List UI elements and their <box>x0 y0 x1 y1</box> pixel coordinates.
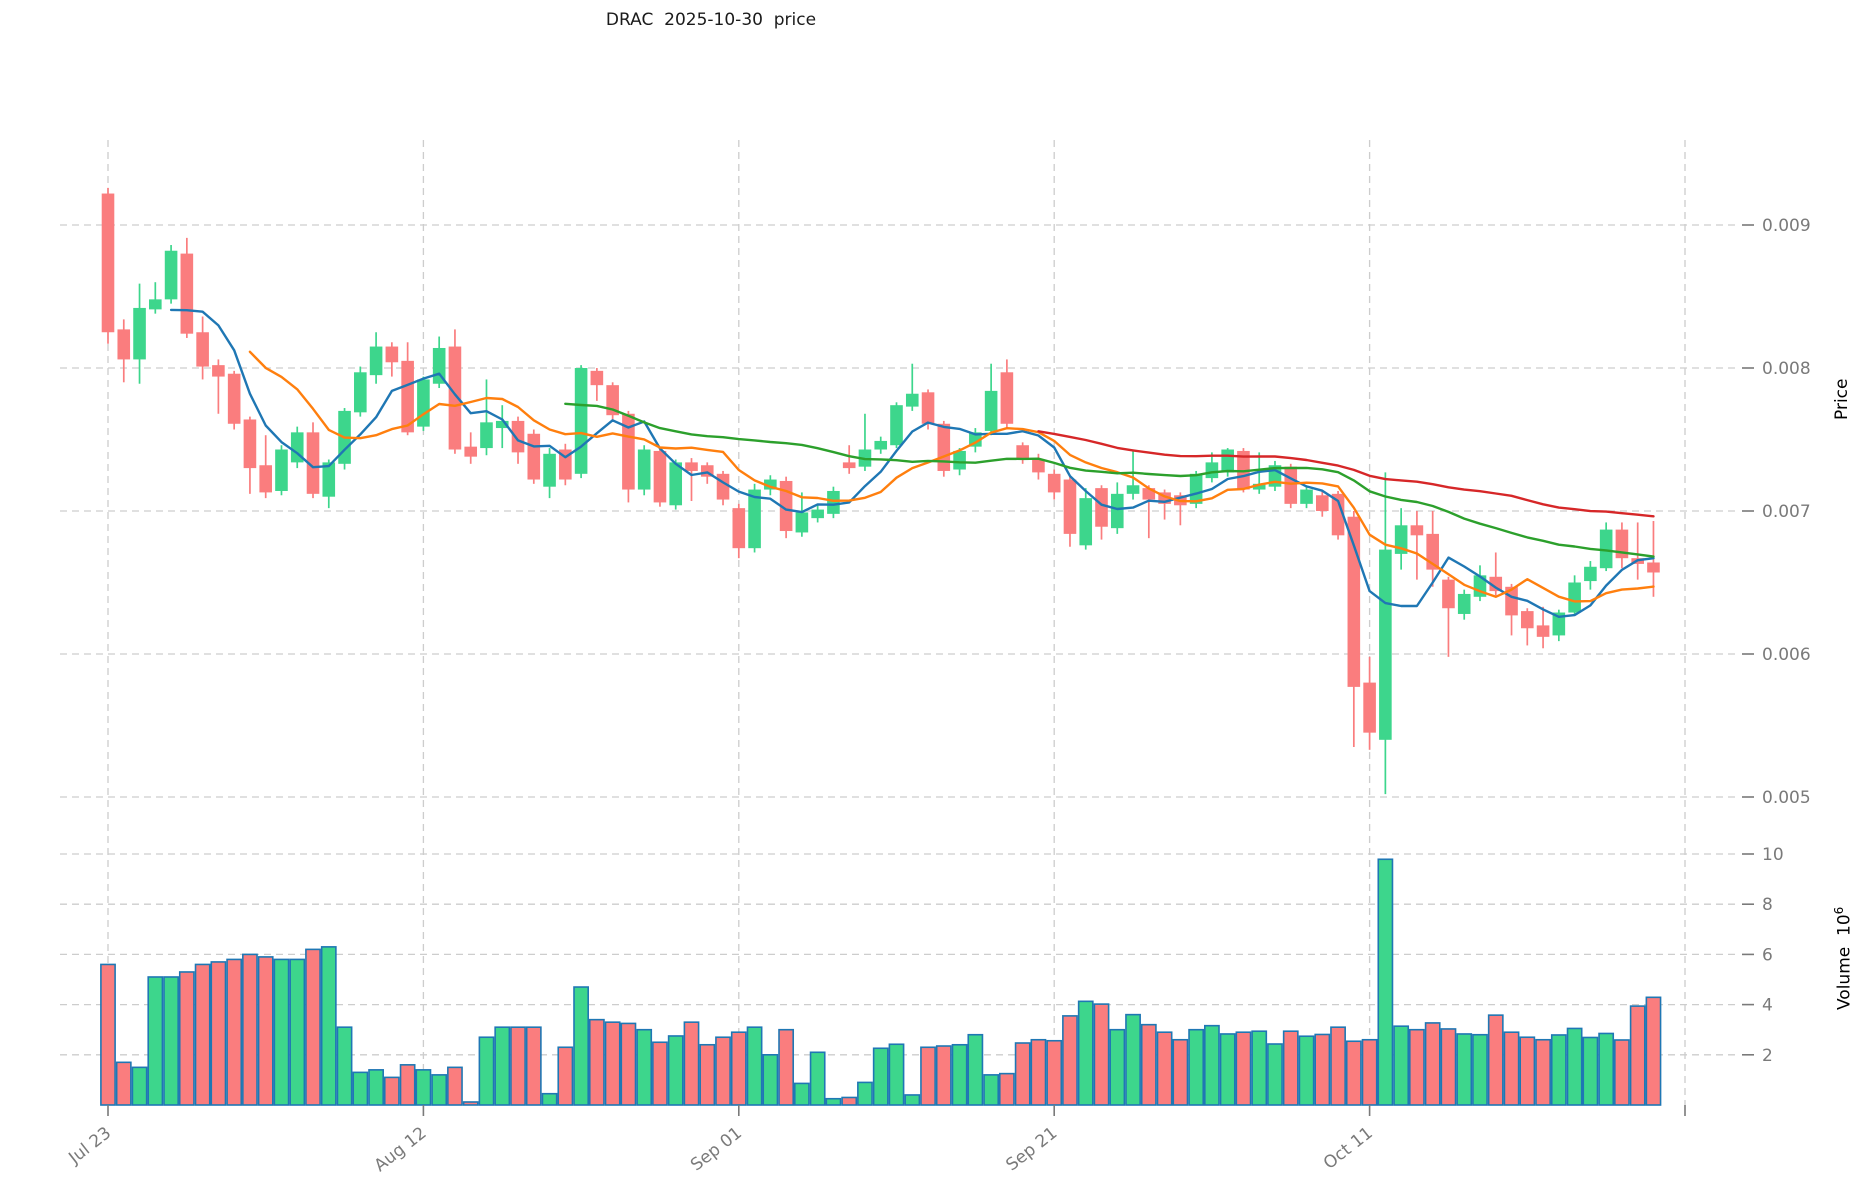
svg-text:0.007: 0.007 <box>1762 502 1811 522</box>
svg-text:0.008: 0.008 <box>1762 359 1811 379</box>
volume-axis-label: Volume 106 <box>1832 906 1855 1010</box>
svg-text:Sep 01: Sep 01 <box>687 1123 746 1175</box>
svg-text:2: 2 <box>1762 1046 1773 1066</box>
svg-text:Aug 12: Aug 12 <box>371 1123 431 1176</box>
svg-text:10: 10 <box>1762 845 1784 865</box>
chart-title: DRAC 2025-10-30 price <box>605 10 817 30</box>
volume-bars <box>100 858 1662 1106</box>
svg-text:6: 6 <box>1762 945 1773 965</box>
moving-average-lines <box>169 308 1655 618</box>
svg-text:0.006: 0.006 <box>1762 645 1811 665</box>
svg-text:8: 8 <box>1762 895 1773 915</box>
volume-exponent: 6 <box>1832 906 1846 915</box>
svg-text:Oct 11: Oct 11 <box>1320 1123 1377 1174</box>
price-axis-label: Price <box>1832 378 1852 420</box>
svg-text:0.005: 0.005 <box>1762 788 1811 808</box>
svg-text:4: 4 <box>1762 996 1773 1016</box>
svg-text:Sep 21: Sep 21 <box>1002 1123 1061 1175</box>
svg-text:Jul 23: Jul 23 <box>65 1123 116 1169</box>
svg-text:0.009: 0.009 <box>1762 216 1811 236</box>
